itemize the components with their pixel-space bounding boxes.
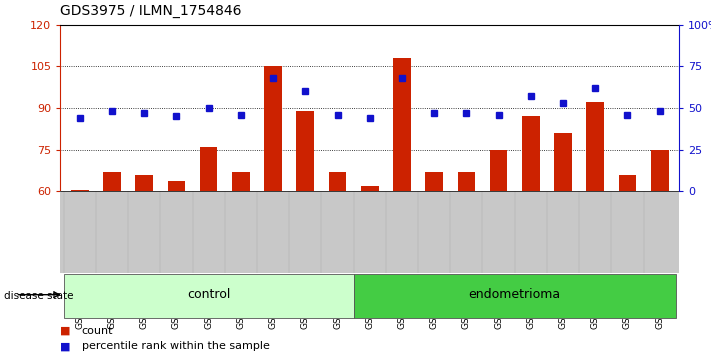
Bar (103, 172, 121, 191)
Bar (619, 175, 636, 191)
Bar (135, 175, 153, 191)
Bar (264, 66, 282, 191)
Text: GDS3975 / ILMN_1754846: GDS3975 / ILMN_1754846 (60, 4, 242, 18)
Text: ■: ■ (60, 341, 71, 351)
Bar (457, 172, 475, 191)
Bar (232, 172, 250, 191)
Bar (200, 147, 218, 191)
Text: disease state: disease state (4, 291, 73, 301)
Text: ■: ■ (60, 326, 71, 336)
Bar (587, 102, 604, 191)
Bar (353, 274, 675, 318)
Bar (490, 149, 508, 191)
Bar (168, 182, 186, 191)
Bar (522, 116, 540, 191)
Bar (296, 111, 314, 191)
Bar (393, 58, 411, 191)
Bar (425, 172, 443, 191)
Bar (554, 133, 572, 191)
Text: control: control (187, 288, 230, 301)
Bar (328, 172, 346, 191)
Text: count: count (82, 326, 113, 336)
Bar (71, 190, 89, 191)
Bar (64, 274, 353, 318)
Text: percentile rank within the sample: percentile rank within the sample (82, 341, 269, 351)
Text: endometrioma: endometrioma (469, 288, 561, 301)
Bar (361, 185, 378, 191)
Bar (651, 149, 668, 191)
